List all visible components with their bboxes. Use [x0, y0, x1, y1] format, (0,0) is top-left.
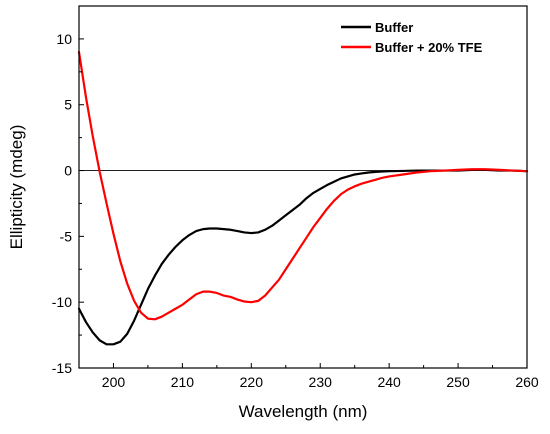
y-tick-label: 0: [64, 163, 72, 179]
x-tick-label: 240: [377, 374, 401, 390]
legend-label: Buffer + 20% TFE: [375, 40, 483, 55]
y-tick-label: -15: [52, 360, 72, 376]
x-tick-label: 230: [309, 374, 333, 390]
x-axis-title: Wavelength (nm): [239, 402, 368, 421]
legend: Buffer Buffer + 20% TFE: [341, 20, 483, 55]
series-line-buffer: [77, 168, 529, 346]
x-tick-label: 210: [171, 374, 195, 390]
series-line-buffer-tfe: [77, 50, 529, 321]
y-tick-label: -5: [60, 228, 73, 244]
legend-label: Buffer: [375, 20, 413, 35]
x-tick-label: 200: [102, 374, 126, 390]
y-tick-label: 5: [64, 97, 72, 113]
y-tick-label: -10: [52, 294, 72, 310]
y-tick-label: 10: [56, 31, 72, 47]
x-tick-label: 220: [240, 374, 264, 390]
plot-frame: [78, 5, 528, 369]
x-tick-label: 260: [515, 374, 539, 390]
y-axis-title: Ellipticity (mdeg): [7, 125, 26, 250]
x-tick-label: 250: [446, 374, 470, 390]
